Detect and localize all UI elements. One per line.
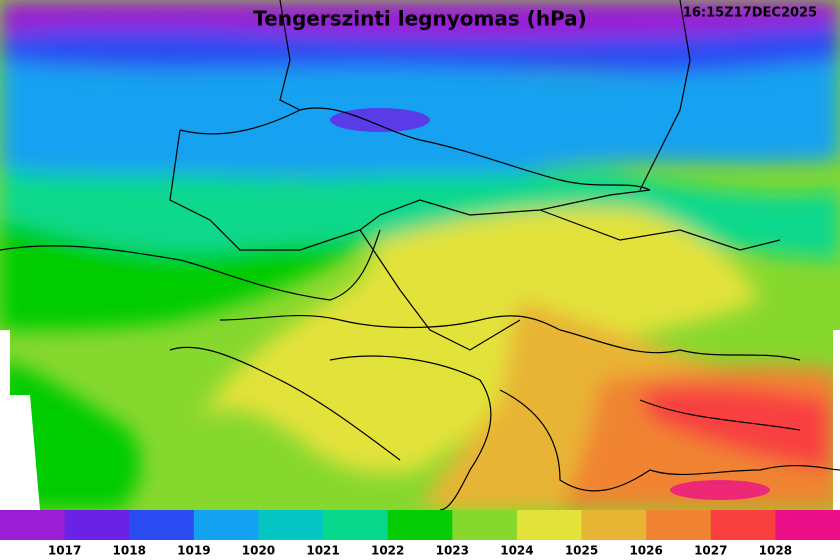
colorbar: 1017 1018 1019 1020 1021 1022 1023 1024 1025 1026…	[0, 510, 840, 558]
colorbar-label: 1024	[500, 544, 533, 558]
colorbar-swatch	[775, 510, 840, 540]
colorbar-swatch	[258, 510, 324, 540]
borders	[0, 0, 840, 511]
colorbar-swatch	[710, 510, 776, 540]
colorbar-swatch	[516, 510, 583, 540]
colorbar-label: 1021	[306, 544, 339, 558]
colorbar-label: 1017	[48, 544, 81, 558]
colorbar-swatch	[387, 510, 453, 540]
colorbar-swatch	[452, 510, 518, 540]
pressure-field	[0, 0, 840, 510]
colorbar-label: 1022	[371, 544, 404, 558]
colorbar-label: 1028	[759, 544, 792, 558]
colorbar-label: 1023	[436, 544, 469, 558]
colorbar-label: 1026	[629, 544, 662, 558]
colorbar-swatch	[64, 510, 130, 540]
colorbar-label: 1018	[113, 544, 146, 558]
colorbar-swatch	[323, 510, 389, 540]
colorbar-swatch	[193, 510, 259, 540]
colorbar-label: 1019	[177, 544, 210, 558]
colorbar-label: 1020	[242, 544, 275, 558]
colorbar-swatch	[129, 510, 195, 540]
colorbar-swatch	[646, 510, 712, 540]
colorbar-label: 1027	[694, 544, 727, 558]
map-title: Tengerszinti legnyomas (hPa)	[253, 7, 587, 31]
colorbar-swatch	[0, 510, 66, 540]
colorbar-label: 1025	[565, 544, 598, 558]
timestamp: 16:15Z17DEC2025	[683, 6, 817, 21]
colorbar-swatch	[581, 510, 647, 540]
